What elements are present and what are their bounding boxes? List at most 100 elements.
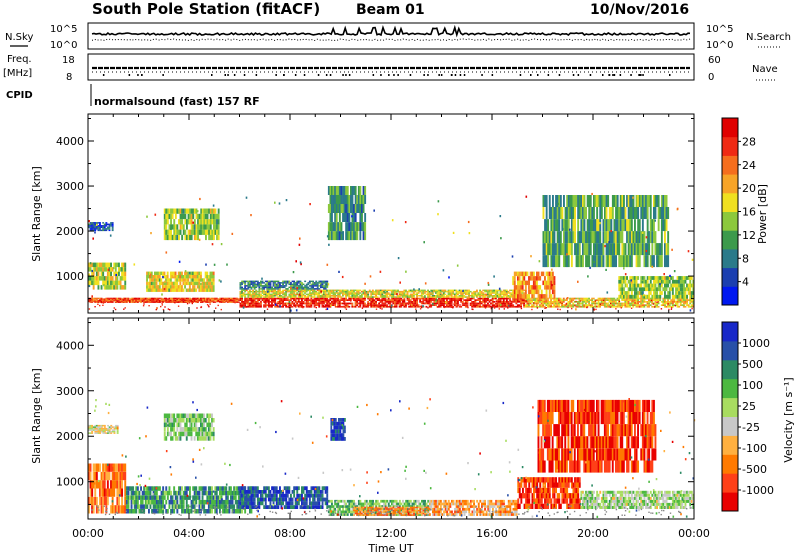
data-cell bbox=[286, 288, 289, 290]
data-cell bbox=[367, 301, 370, 303]
ground-speck bbox=[220, 308, 222, 311]
data-cell bbox=[241, 293, 243, 296]
data-cell bbox=[219, 300, 221, 303]
data-cell bbox=[505, 293, 508, 296]
data-cell bbox=[354, 302, 357, 305]
data-cell bbox=[290, 283, 292, 286]
data-cell bbox=[619, 302, 622, 305]
data-cell bbox=[288, 302, 291, 305]
data-cell bbox=[88, 299, 90, 301]
data-cell bbox=[346, 289, 349, 292]
data-cell bbox=[345, 186, 348, 195]
data-cell bbox=[203, 288, 206, 292]
data-cell bbox=[321, 304, 324, 306]
data-cell bbox=[293, 296, 295, 298]
data-cell bbox=[213, 234, 215, 241]
data-cell bbox=[406, 295, 409, 297]
data-cell bbox=[89, 229, 92, 232]
data-cell bbox=[545, 255, 548, 268]
speckle bbox=[245, 196, 248, 199]
data-cell bbox=[608, 304, 611, 306]
data-cell bbox=[479, 295, 481, 297]
data-cell bbox=[381, 290, 384, 293]
data-cell bbox=[168, 297, 171, 300]
data-cell bbox=[312, 299, 314, 301]
data-cell bbox=[362, 297, 365, 300]
data-cell bbox=[469, 299, 472, 301]
data-cell bbox=[411, 289, 414, 292]
data-cell bbox=[675, 279, 677, 284]
data-cell bbox=[496, 289, 499, 292]
data-cell bbox=[390, 290, 393, 293]
data-cell bbox=[308, 290, 311, 293]
speckle bbox=[107, 268, 110, 271]
data-cell bbox=[468, 289, 470, 292]
data-cell bbox=[531, 271, 534, 277]
data-cell bbox=[348, 293, 351, 296]
data-cell bbox=[532, 299, 535, 301]
data-cell bbox=[114, 280, 117, 286]
ground-speck bbox=[571, 307, 573, 310]
data-cell bbox=[170, 229, 172, 235]
data-cell bbox=[483, 302, 486, 305]
data-cell bbox=[430, 289, 433, 292]
speckle bbox=[448, 276, 450, 279]
data-cell bbox=[638, 231, 641, 244]
data-cell bbox=[148, 297, 150, 300]
data-cell bbox=[329, 290, 332, 293]
data-cell bbox=[176, 281, 179, 286]
data-cell bbox=[664, 195, 666, 207]
data-cell bbox=[111, 229, 114, 232]
data-cell bbox=[111, 228, 114, 230]
data-cell bbox=[591, 299, 594, 301]
data-cell bbox=[174, 299, 177, 301]
data-cell bbox=[405, 302, 407, 305]
ground-speck bbox=[671, 307, 673, 309]
data-cell bbox=[253, 295, 256, 297]
data-cell bbox=[350, 186, 352, 195]
data-cell bbox=[247, 302, 250, 305]
speckle bbox=[290, 309, 292, 312]
data-cell bbox=[364, 302, 366, 305]
data-cell bbox=[249, 304, 251, 306]
data-cell bbox=[632, 283, 635, 288]
data-cell bbox=[394, 302, 396, 305]
speckle bbox=[444, 301, 447, 304]
data-cell bbox=[375, 302, 377, 305]
data-cell bbox=[556, 195, 559, 207]
data-cell bbox=[345, 293, 347, 296]
data-cell bbox=[667, 305, 669, 308]
data-cell bbox=[547, 304, 549, 306]
ground-speck bbox=[148, 305, 150, 307]
nave-drop bbox=[303, 74, 306, 76]
data-cell bbox=[179, 275, 182, 279]
data-cell bbox=[282, 283, 284, 286]
data-cell bbox=[97, 280, 100, 286]
ground-speck bbox=[437, 306, 439, 308]
data-cell bbox=[332, 222, 335, 232]
data-cell bbox=[102, 267, 105, 272]
data-cell bbox=[230, 299, 232, 301]
ground-speck bbox=[134, 301, 136, 303]
data-cell bbox=[263, 305, 265, 308]
noise-panel-frame bbox=[87, 22, 695, 50]
data-cell bbox=[670, 302, 673, 305]
data-cell bbox=[499, 305, 502, 308]
ground-speck bbox=[217, 300, 219, 302]
data-cell bbox=[321, 286, 324, 289]
data-cell bbox=[564, 304, 567, 306]
speckle bbox=[569, 228, 571, 231]
data-cell bbox=[675, 301, 677, 303]
data-cell bbox=[665, 207, 668, 219]
data-cell bbox=[608, 243, 611, 256]
ground-speck bbox=[544, 307, 546, 309]
data-cell bbox=[523, 305, 526, 308]
data-cell bbox=[622, 299, 625, 301]
data-cell bbox=[504, 289, 507, 292]
data-cell bbox=[308, 299, 311, 301]
data-cell bbox=[357, 292, 360, 294]
data-cell bbox=[678, 276, 681, 280]
data-cell bbox=[671, 291, 674, 295]
data-cell bbox=[449, 293, 452, 296]
data-cell bbox=[337, 297, 340, 300]
